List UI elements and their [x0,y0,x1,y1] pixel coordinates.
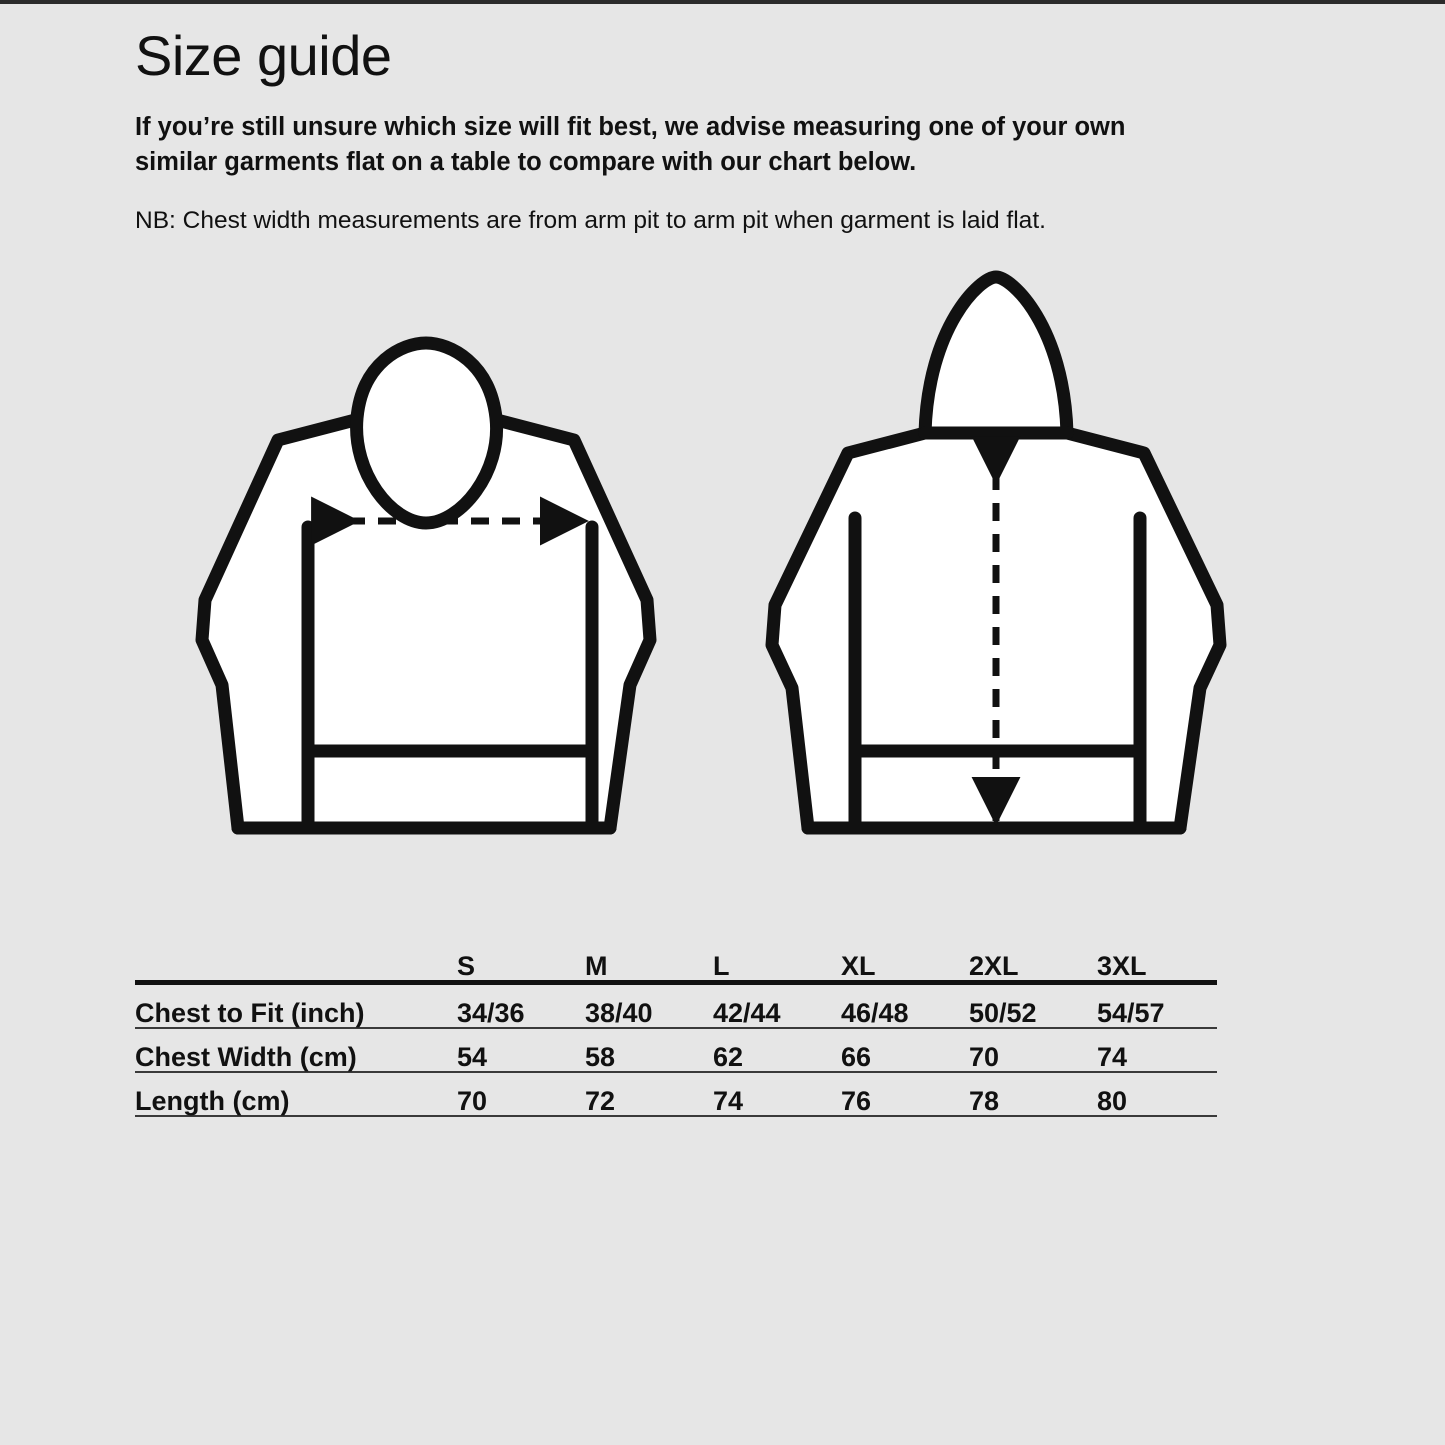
cell-chest-width-3xl: 74 [1097,1028,1217,1073]
cell-length-l: 74 [713,1072,841,1117]
cell-chest-width-2xl: 70 [969,1028,1097,1073]
cell-length-xl: 76 [841,1072,969,1117]
size-table-body: Chest to Fit (inch) 34/36 38/40 42/44 46… [135,982,1217,1117]
size-column-header-m: M [585,938,713,985]
top-edge-rule [0,0,1445,4]
size-column-header-l: L [713,938,841,985]
front-hood [350,336,504,530]
hoodie-diagram-svg [195,270,1227,835]
table-row: Length (cm) 70 72 74 76 78 80 [135,1072,1217,1117]
cell-chest-to-fit-xl: 46/48 [841,982,969,1029]
size-table-header: S M L XL 2XL 3XL [135,938,1217,985]
cell-chest-width-s: 54 [457,1028,585,1073]
size-table-container: S M L XL 2XL 3XL Chest to Fit (inch) 34/… [135,938,1217,1117]
row-label-chest-width: Chest Width (cm) [135,1028,457,1073]
size-table: S M L XL 2XL 3XL Chest to Fit (inch) 34/… [135,938,1217,1117]
size-column-header-xl: XL [841,938,969,985]
hoodie-back-view [765,270,1227,835]
size-table-corner-cell [135,938,457,985]
table-row: Chest to Fit (inch) 34/36 38/40 42/44 46… [135,982,1217,1029]
cell-length-s: 70 [457,1072,585,1117]
size-column-header-3xl: 3XL [1097,938,1217,985]
intro-paragraph: If you’re still unsure which size will f… [135,113,1126,176]
cell-chest-width-m: 58 [585,1028,713,1073]
hoodie-front-view [195,336,657,835]
row-label-chest-to-fit: Chest to Fit (inch) [135,982,457,1029]
cell-chest-to-fit-2xl: 50/52 [969,982,1097,1029]
cell-chest-to-fit-s: 34/36 [457,982,585,1029]
cell-chest-to-fit-l: 42/44 [713,982,841,1029]
table-row: Chest Width (cm) 54 58 62 66 70 74 [135,1028,1217,1073]
back-hood [918,270,1074,440]
garment-illustration [130,255,1315,865]
cell-chest-width-l: 62 [713,1028,841,1073]
cell-length-3xl: 80 [1097,1072,1217,1117]
page-title: Size guide [135,24,392,87]
cell-chest-to-fit-m: 38/40 [585,982,713,1029]
size-column-header-s: S [457,938,585,985]
cell-length-2xl: 78 [969,1072,1097,1117]
size-column-header-2xl: 2XL [969,938,1097,985]
cell-length-m: 72 [585,1072,713,1117]
size-table-header-row: S M L XL 2XL 3XL [135,938,1217,985]
row-label-length: Length (cm) [135,1072,457,1117]
cell-chest-to-fit-3xl: 54/57 [1097,982,1217,1029]
header-block: Size guide If you’re still unsure which … [135,24,1265,237]
note-paragraph: NB: Chest width measurements are from ar… [135,206,1046,234]
cell-chest-width-xl: 66 [841,1028,969,1073]
